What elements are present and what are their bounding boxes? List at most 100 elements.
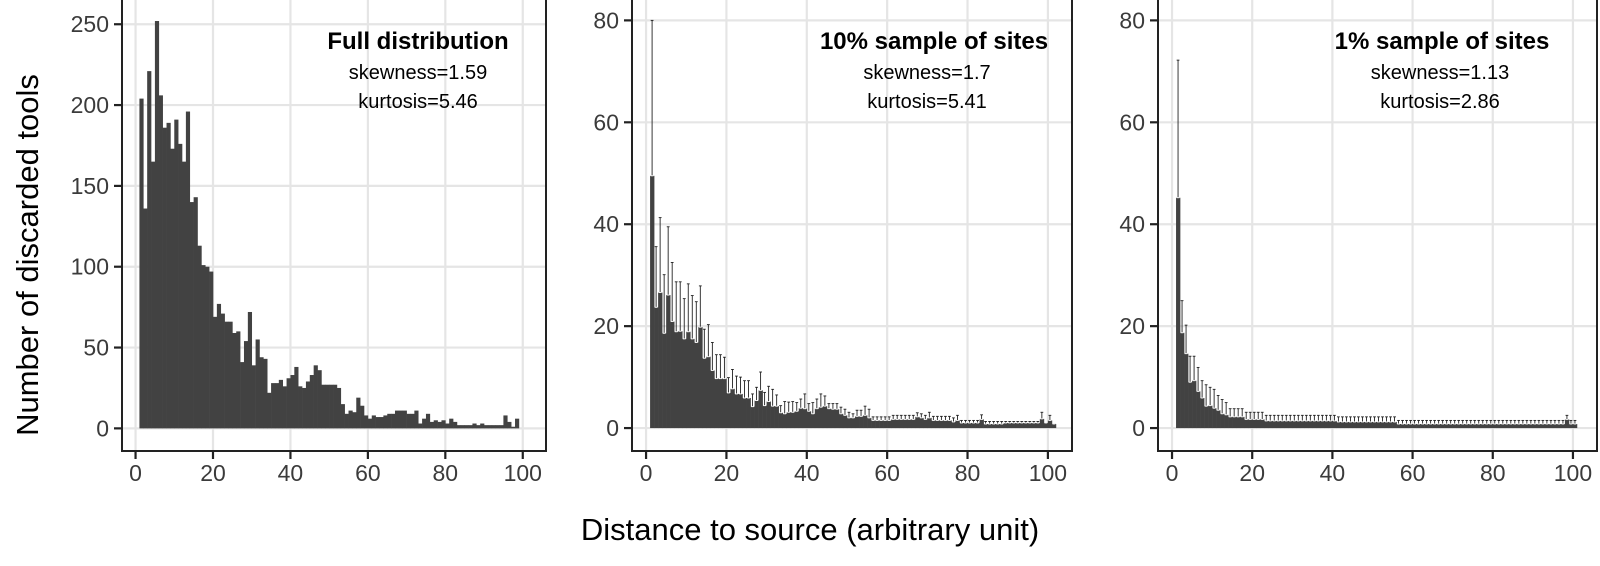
histogram-bar (698, 327, 703, 429)
histogram-bar (472, 423, 477, 429)
histogram-bar (863, 415, 868, 429)
histogram-bar (991, 423, 996, 429)
histogram-bar (1188, 382, 1193, 429)
histogram-bar (963, 422, 968, 429)
histogram-bar (1220, 413, 1225, 429)
histogram-bar (371, 415, 376, 429)
histogram-bar (838, 413, 844, 429)
histogram-bar (802, 408, 808, 429)
histogram-bar (979, 419, 984, 429)
histogram-bar (1312, 420, 1317, 429)
histogram-bar (654, 307, 659, 429)
histogram-bar (278, 379, 283, 429)
histogram-bar (197, 245, 202, 429)
panel-3: 0 20 40 60 80 0 20 40 60 80 100 (1119, 0, 1598, 486)
histogram-bar (398, 410, 404, 429)
histogram-bar (139, 98, 144, 429)
histogram-bar (947, 420, 952, 429)
histogram-bar (1500, 423, 1506, 429)
histogram-bar (394, 410, 400, 429)
y-tick-label: 20 (593, 313, 619, 339)
histogram-bar (1512, 423, 1518, 429)
x-tick-label: 0 (1166, 460, 1179, 486)
histogram-bar (1248, 419, 1253, 429)
histogram-bar (1011, 422, 1017, 429)
histogram-bar (1035, 422, 1041, 429)
histogram-bar (1548, 423, 1554, 429)
histogram-bar (294, 366, 299, 429)
histogram-bar (967, 422, 972, 429)
histogram-bar (468, 425, 473, 429)
histogram-bar (189, 202, 194, 429)
histogram-bar (943, 420, 948, 429)
histogram-bar (329, 384, 334, 429)
y-tick-label: 100 (71, 254, 109, 280)
histogram-bar (1364, 421, 1369, 429)
histogram-bar (666, 295, 671, 429)
histogram-bar (379, 417, 384, 429)
histogram-bar (690, 338, 695, 429)
histogram-bar (286, 378, 291, 429)
y-tick-label: 40 (1119, 211, 1145, 237)
histogram-bar (1228, 416, 1233, 429)
histogram-bar (464, 425, 469, 429)
histogram-bar (360, 405, 365, 429)
histogram-bar (955, 420, 960, 429)
histogram-bar (1316, 420, 1321, 429)
histogram-bar (682, 338, 687, 429)
x-tick-label: 100 (1029, 460, 1067, 486)
histogram-bar (738, 393, 743, 429)
histogram-bar (437, 421, 442, 429)
histogram-bar (333, 384, 338, 429)
histogram-bar (826, 408, 832, 429)
histogram-bar (1043, 422, 1049, 429)
histogram-bar (1019, 422, 1025, 429)
histogram-bar (290, 375, 295, 429)
histogram-bar (706, 356, 711, 429)
histogram-bar (487, 425, 493, 429)
histogram-bar (317, 370, 322, 429)
histogram-bar (935, 420, 940, 429)
x-tick-label: 40 (1320, 460, 1346, 486)
y-tick-label: 60 (1119, 109, 1145, 135)
histogram-bar (511, 426, 516, 429)
x-tick-label: 0 (640, 460, 653, 486)
histogram-bar (418, 423, 423, 429)
histogram-bar (1496, 423, 1502, 429)
histogram-bar (818, 407, 824, 429)
histogram-bar (939, 420, 944, 429)
histogram-bar (1320, 420, 1325, 429)
histogram-bar (734, 393, 739, 429)
x-axis-label: Distance to source (arbitrary unit) (581, 512, 1039, 547)
histogram-bar (987, 423, 992, 429)
histogram-bar (205, 266, 210, 429)
y-tick-label: 80 (1119, 7, 1145, 33)
histogram-bar (790, 412, 796, 429)
histogram-bar (1328, 420, 1333, 429)
histogram-bar (1340, 421, 1345, 429)
histogram-bar (336, 387, 342, 429)
histogram-bar (1536, 423, 1542, 429)
histogram-bar (810, 413, 816, 429)
histogram-bar (224, 321, 229, 429)
histogram-bar (883, 420, 888, 429)
histogram-bar (726, 392, 731, 429)
histogram-bar (1336, 421, 1341, 429)
histogram-bar (1280, 420, 1285, 429)
histogram-bar (1272, 420, 1277, 429)
histogram-bar (983, 423, 988, 429)
histogram-bar (375, 417, 380, 429)
histogram-bar (1023, 422, 1029, 429)
histogram-bar (702, 358, 707, 429)
histogram-bar (931, 420, 936, 429)
histogram-bar (670, 321, 675, 429)
histogram-bar (1027, 422, 1033, 429)
histogram-bar (232, 332, 237, 429)
histogram-bar (1208, 405, 1213, 429)
histogram-bar (786, 412, 792, 429)
histogram-bar (491, 425, 496, 429)
error-bars (650, 19, 1056, 425)
histogram-bar (453, 421, 458, 429)
histogram-bar (1192, 380, 1197, 429)
